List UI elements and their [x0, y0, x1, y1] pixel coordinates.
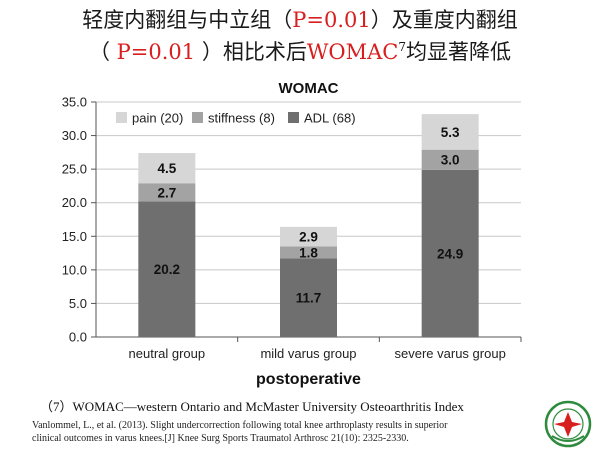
legend-swatch: [116, 112, 127, 123]
y-tick-label: 5.0: [69, 296, 87, 311]
title-text: ）相比术后: [195, 40, 307, 64]
slide-title-line-2: （ P=0.01 ）相比术后WOMAC7均显著降低: [0, 38, 600, 66]
x-tick-label: neutral group: [129, 346, 206, 361]
y-tick-label: 35.0: [62, 95, 87, 110]
x-axis-label: postoperative: [256, 371, 361, 388]
footnote: （7）WOMAC—western Ontario and McMaster Un…: [40, 399, 464, 414]
bar-segment: [280, 226, 337, 247]
data-label: 2.9: [299, 230, 318, 245]
legend-label: ADL (68): [304, 111, 356, 126]
footnote-ref: 7: [398, 40, 407, 54]
womac-label: WOMAC: [306, 40, 399, 64]
y-tick-label: 0.0: [69, 330, 87, 345]
data-label: 1.8: [299, 245, 318, 260]
legend-box: [108, 107, 400, 129]
bar-segment: [421, 169, 479, 337]
legend-swatch: [288, 112, 299, 123]
x-tick-label: mild varus group: [260, 346, 356, 361]
bar-segment: [280, 246, 337, 259]
legend-label: stiffness (8): [208, 111, 275, 126]
data-label: 4.5: [157, 161, 176, 176]
data-label: 11.7: [296, 291, 322, 306]
title-text: ）及重度内翻组: [370, 8, 518, 32]
data-label: 24.9: [437, 246, 463, 261]
title-text: 轻度内翻组与中立组（: [82, 8, 293, 32]
bar-segment: [138, 183, 196, 202]
bar-segment: [421, 114, 479, 150]
reference: Vanlommel, L., et al. (2013). Slight und…: [32, 419, 537, 445]
bar-segment: [138, 201, 196, 337]
bar-segment: [421, 149, 479, 170]
reference-line-1: Vanlommel, L., et al. (2013). Slight und…: [32, 420, 448, 431]
bar-segment: [280, 258, 337, 337]
legend-swatch: [192, 112, 203, 123]
womac-chart: WOMAC 0.0 5.0 10.0 15.0 20.0 25.0 30.0 35.0 20.2 2…: [62, 80, 522, 388]
data-label: 5.3: [441, 125, 460, 140]
y-tick-label: 30.0: [62, 128, 87, 143]
y-tick-label: 10.0: [62, 262, 87, 277]
p-value: P=0.01: [292, 8, 371, 32]
bar-segment: [138, 153, 196, 184]
data-label: 3.0: [441, 153, 460, 168]
data-label: 20.2: [154, 262, 180, 277]
data-label: 2.7: [157, 185, 176, 200]
institution-logo-icon: [544, 400, 592, 448]
slide-title-line-1: 轻度内翻组与中立组（P=0.01）及重度内翻组: [0, 6, 600, 34]
reference-line-2: clinical outcomes in varus knees.[J] Kne…: [32, 433, 409, 444]
title-text: 均显著降低: [406, 40, 512, 64]
legend-label: pain (20): [132, 111, 183, 126]
x-tick-label: severe varus group: [395, 346, 506, 361]
p-value: P=0.01: [116, 40, 196, 64]
y-tick-label: 20.0: [62, 195, 87, 210]
y-tick-label: 15.0: [62, 229, 87, 244]
chart-title: WOMAC: [279, 80, 339, 97]
y-tick-label: 25.0: [62, 162, 87, 177]
title-text: （: [88, 40, 117, 64]
